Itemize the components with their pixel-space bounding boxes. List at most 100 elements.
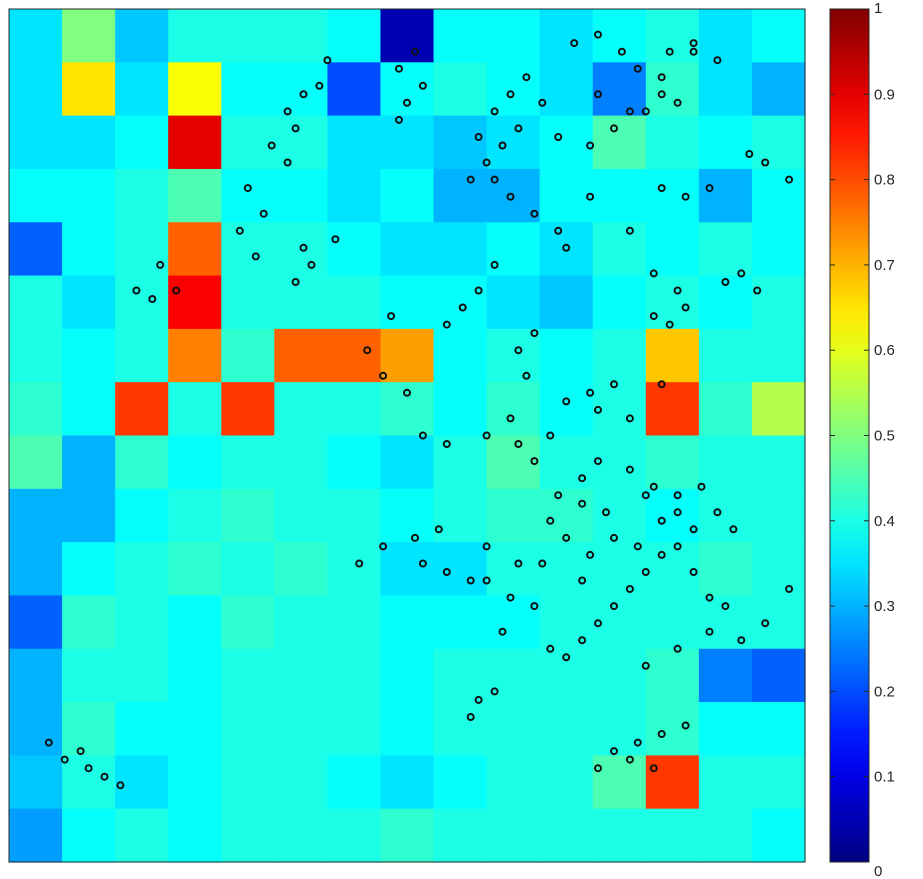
overlay-marker: [506, 192, 515, 201]
overlay-marker: [673, 98, 682, 107]
overlay-marker: [681, 303, 690, 312]
overlay-marker: [458, 303, 467, 312]
overlay-marker: [617, 47, 626, 56]
heatmap-cell: [327, 542, 382, 597]
heatmap-cell: [168, 115, 222, 170]
overlay-marker: [657, 380, 666, 389]
heatmap-cell: [539, 755, 594, 810]
overlay-marker: [562, 533, 571, 542]
overlay-marker: [76, 747, 85, 756]
heatmap-cell: [698, 488, 753, 543]
heatmap-cell: [486, 9, 541, 63]
heatmap-cell: [433, 488, 488, 543]
heatmap-cell: [592, 808, 647, 863]
heatmap-cell: [327, 328, 382, 383]
overlay-marker: [610, 747, 618, 756]
heatmap-cell: [327, 702, 382, 756]
heatmap-cell: [698, 168, 753, 223]
overlay-marker: [641, 661, 650, 670]
overlay-marker: [586, 192, 595, 201]
heatmap-cell: [645, 808, 700, 863]
heatmap-cell: [168, 542, 222, 597]
heatmap-cell: [645, 435, 700, 490]
heatmap-cell: [380, 115, 435, 170]
overlay-marker: [649, 269, 658, 278]
heatmap-cell: [486, 62, 541, 117]
overlay-marker: [267, 141, 276, 150]
heatmap-cell: [327, 808, 382, 863]
heatmap-cell: [486, 328, 541, 383]
heatmap-cell: [751, 115, 806, 170]
overlay-marker: [490, 687, 499, 696]
heatmap-cell: [380, 542, 435, 597]
heatmap-cell: [751, 435, 806, 490]
overlay-marker: [594, 90, 602, 99]
overlay-marker: [594, 764, 602, 773]
overlay-marker: [466, 713, 475, 721]
heatmap-cell: [327, 435, 382, 490]
overlay-marker: [578, 474, 587, 483]
heatmap-cell: [221, 9, 275, 63]
heatmap-cell: [168, 595, 222, 650]
heatmap-cell: [9, 702, 63, 756]
overlay-marker: [641, 107, 650, 116]
heatmap-cell: [698, 62, 753, 117]
heatmap-cell: [115, 115, 169, 170]
heatmap-cell: [751, 488, 806, 543]
heatmap-cell: [433, 62, 488, 117]
heatmap-cell: [62, 488, 116, 543]
overlay-marker: [355, 559, 364, 568]
overlay-marker: [586, 141, 595, 150]
overlay-marker: [514, 559, 523, 568]
heatmap-cell: [62, 168, 116, 223]
heatmap-cell: [698, 542, 753, 597]
heatmap-cell: [168, 275, 222, 330]
overlay-marker: [148, 295, 157, 303]
overlay-marker: [442, 320, 451, 329]
overlay-marker: [705, 184, 714, 193]
overlay-marker: [721, 602, 730, 611]
heatmap-cell: [221, 222, 275, 277]
overlay-marker: [403, 388, 411, 397]
heatmap-cell: [539, 222, 594, 277]
heatmap-cell: [433, 115, 488, 170]
overlay-marker: [490, 107, 499, 116]
overlay-marker: [395, 64, 403, 73]
overlay-marker: [530, 602, 539, 611]
overlay-marker: [594, 619, 602, 628]
overlay-marker: [418, 81, 427, 90]
overlay-marker: [498, 141, 507, 150]
heatmap-cell: [274, 168, 328, 223]
overlay-marker: [243, 184, 252, 193]
heatmap-cell: [751, 275, 806, 330]
heatmap-cell: [274, 808, 328, 863]
heatmap-cell: [9, 115, 63, 170]
overlay-marker: [578, 499, 587, 508]
overlay-marker: [657, 73, 666, 82]
overlay-marker: [641, 491, 650, 500]
heatmap-cell: [486, 115, 541, 170]
heatmap-cell: [433, 648, 488, 703]
heatmap-cell: [115, 328, 169, 383]
heatmap-cell: [9, 328, 63, 383]
heatmap-cell: [380, 9, 435, 63]
heatmap-cell: [115, 168, 169, 223]
overlay-marker: [387, 312, 396, 321]
heatmap-cell: [327, 648, 382, 703]
heatmap-cell: [115, 542, 169, 597]
overlay-marker: [657, 730, 666, 738]
heatmap-cell: [115, 808, 169, 863]
overlay-marker: [761, 619, 770, 628]
heatmap-cell: [9, 168, 63, 223]
heatmap-cell: [274, 9, 328, 63]
overlay-marker: [283, 158, 292, 167]
heatmap-cell: [592, 755, 647, 810]
heatmap-cell: [380, 328, 435, 383]
overlay-marker: [379, 371, 388, 380]
overlay-marker: [482, 576, 491, 585]
overlay-marker: [761, 158, 770, 167]
overlay-marker: [705, 627, 714, 636]
heatmap-cell: [539, 435, 594, 490]
overlay-marker: [530, 457, 539, 466]
